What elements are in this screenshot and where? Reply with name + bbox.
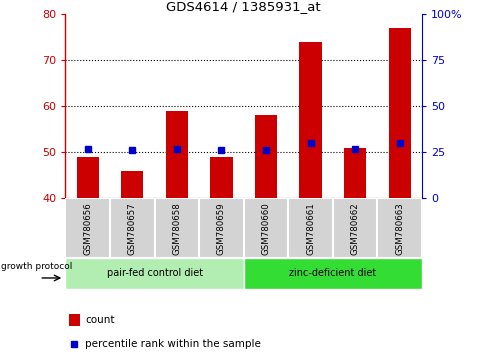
Bar (210, 157, 232, 198)
Text: growth protocol: growth protocol (1, 262, 73, 272)
Text: GSM780662: GSM780662 (350, 202, 359, 255)
Title: GDS4614 / 1385931_at: GDS4614 / 1385931_at (166, 0, 320, 13)
Bar (69, 314, 79, 326)
Bar (299, 42, 321, 198)
Bar (154, 198, 199, 258)
Bar (332, 198, 377, 258)
Text: GSM780659: GSM780659 (216, 202, 226, 255)
Bar (166, 111, 188, 198)
Bar (65, 258, 243, 289)
Bar (199, 198, 243, 258)
Text: GSM780661: GSM780661 (305, 202, 315, 255)
Bar (254, 115, 276, 198)
Bar (243, 258, 421, 289)
Bar (65, 198, 110, 258)
Text: zinc-deficient diet: zinc-deficient diet (288, 268, 376, 279)
Text: GSM780658: GSM780658 (172, 202, 181, 255)
Text: percentile rank within the sample: percentile rank within the sample (85, 339, 260, 349)
Bar (377, 198, 421, 258)
Text: pair-fed control diet: pair-fed control diet (106, 268, 202, 279)
Text: GSM780657: GSM780657 (128, 202, 136, 255)
Bar (121, 171, 143, 198)
Bar (76, 157, 99, 198)
Text: GSM780660: GSM780660 (261, 202, 270, 255)
Bar (343, 148, 365, 198)
Bar (287, 198, 332, 258)
Text: count: count (85, 315, 114, 325)
Text: GSM780656: GSM780656 (83, 202, 92, 255)
Bar (388, 28, 410, 198)
Bar (243, 198, 287, 258)
Bar (110, 198, 154, 258)
Text: GSM780663: GSM780663 (394, 202, 403, 255)
